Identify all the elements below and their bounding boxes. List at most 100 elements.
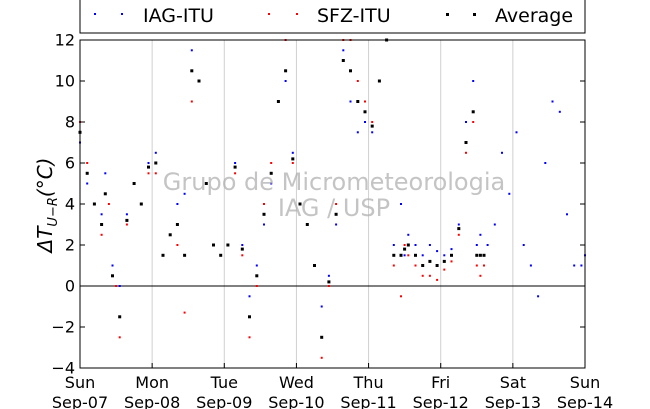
point-sfz-itu-4 xyxy=(107,203,110,205)
legend-entry-average: Average xyxy=(446,5,573,27)
x-tick-label-date-2: Sep-09 xyxy=(196,393,252,409)
point-sfz-itu-58 xyxy=(479,274,482,277)
point-average-2 xyxy=(92,202,96,206)
point-average-9 xyxy=(139,202,143,206)
point-sfz-itu-53 xyxy=(450,260,453,263)
point-iag-itu-56 xyxy=(472,80,475,82)
point-iag-itu-64 xyxy=(522,244,525,246)
point-average-6 xyxy=(118,315,122,319)
point-average-44 xyxy=(392,253,396,257)
point-iag-itu-29 xyxy=(284,80,287,82)
point-iag-itu-54 xyxy=(457,223,460,226)
grid xyxy=(151,40,514,368)
point-iag-itu-30 xyxy=(291,151,294,154)
point-sfz-itu-47 xyxy=(407,254,410,257)
point-average-41 xyxy=(370,124,374,128)
point-iag-itu-71 xyxy=(573,264,576,267)
point-sfz-itu-44 xyxy=(392,264,395,267)
x-tick-label-day-5: Fri xyxy=(431,373,450,392)
point-average-52 xyxy=(442,259,446,263)
x-tick-label-day-7: Sun xyxy=(570,373,600,392)
point-sfz-itu-30 xyxy=(291,162,294,164)
point-sfz-itu-16 xyxy=(190,100,193,103)
point-iag-itu-11 xyxy=(154,151,157,154)
y-tick-label-4: 4 xyxy=(65,195,75,214)
point-average-17 xyxy=(197,79,201,83)
watermark-line-1: Grupo de Micrometeorologia xyxy=(163,168,505,196)
point-iag-itu-25 xyxy=(255,264,258,267)
watermark-line-2: IAG / USP xyxy=(278,194,390,222)
point-sfz-itu-25 xyxy=(255,285,258,287)
y-tick-label-0: −4 xyxy=(51,359,75,378)
point-average-49 xyxy=(421,264,425,267)
point-sfz-itu-10 xyxy=(147,172,150,175)
point-average-58 xyxy=(478,253,482,257)
point-sfz-itu-7 xyxy=(125,223,128,226)
point-iag-itu-26 xyxy=(263,223,265,226)
y-tick-label-3: 2 xyxy=(65,236,75,255)
point-average-33 xyxy=(313,264,316,267)
point-sfz-itu-49 xyxy=(421,274,424,277)
point-average-28 xyxy=(276,100,280,103)
point-average-29 xyxy=(284,69,288,73)
x-tick-label-date-0: Sep-07 xyxy=(52,393,108,409)
x-tick-label-date-6: Sep-13 xyxy=(485,393,541,409)
y-tick-label-6: 8 xyxy=(65,113,75,132)
point-sfz-itu-26 xyxy=(263,203,265,205)
point-average-18 xyxy=(204,182,208,185)
point-iag-itu-41 xyxy=(371,131,374,134)
point-sfz-itu-22 xyxy=(234,172,237,175)
point-average-59 xyxy=(482,253,486,257)
point-average-38 xyxy=(349,69,352,73)
point-average-27 xyxy=(269,171,273,175)
series-layer xyxy=(78,38,586,359)
point-iag-itu-57 xyxy=(475,244,478,246)
y-tick-label-2: 0 xyxy=(65,277,75,296)
point-average-57 xyxy=(475,253,479,257)
point-average-19 xyxy=(212,243,215,247)
point-iag-itu-68 xyxy=(551,100,554,103)
point-average-20 xyxy=(219,253,223,257)
point-iag-itu-23 xyxy=(241,244,244,246)
x-tick-label-day-1: Mon xyxy=(135,373,169,392)
point-sfz-itu-35 xyxy=(327,285,330,287)
point-average-5 xyxy=(111,274,114,278)
point-average-16 xyxy=(190,69,194,73)
x-tick-label-date-1: Sep-08 xyxy=(124,393,180,409)
legend-entry-iag-itu: IAG-ITU xyxy=(94,5,214,27)
point-sfz-itu-55 xyxy=(465,151,467,154)
y-tick-label-7: 10 xyxy=(55,72,75,91)
legend: IAG-ITU SFZ-ITU Average xyxy=(79,0,586,34)
point-sfz-itu-57 xyxy=(475,264,478,267)
point-iag-itu-36 xyxy=(335,223,338,226)
point-iag-itu-35 xyxy=(327,274,330,277)
point-iag-itu-46 xyxy=(403,254,406,257)
point-average-46 xyxy=(403,247,407,251)
point-average-7 xyxy=(125,218,129,222)
point-average-8 xyxy=(132,182,136,185)
point-iag-itu-45 xyxy=(400,203,402,205)
point-iag-itu-67 xyxy=(544,162,547,164)
legend-marker-average-2 xyxy=(473,13,476,16)
point-average-48 xyxy=(414,253,417,257)
point-average-24 xyxy=(248,315,251,319)
point-iag-itu-44 xyxy=(392,244,395,246)
x-tick-label-day-2: Tue xyxy=(210,373,238,392)
point-sfz-itu-52 xyxy=(443,268,446,271)
point-average-31 xyxy=(298,202,302,206)
legend-label-iag-itu: IAG-ITU xyxy=(143,5,214,27)
point-sfz-itu-1 xyxy=(86,162,89,164)
point-sfz-itu-36 xyxy=(335,203,338,205)
point-sfz-itu-15 xyxy=(183,311,186,314)
y-tick-label-8: 12 xyxy=(55,31,75,50)
point-iag-itu-69 xyxy=(558,110,561,113)
point-sfz-itu-51 xyxy=(436,278,439,281)
point-average-12 xyxy=(161,253,165,257)
y-tick-label-5: 6 xyxy=(65,154,75,173)
point-iag-itu-34 xyxy=(320,305,323,308)
point-iag-itu-58 xyxy=(479,233,482,236)
x-axis: SunSep-07MonSep-08TueSep-09WedSep-10ThuS… xyxy=(52,363,613,409)
point-sfz-itu-46 xyxy=(403,244,406,246)
point-average-54 xyxy=(457,227,461,231)
